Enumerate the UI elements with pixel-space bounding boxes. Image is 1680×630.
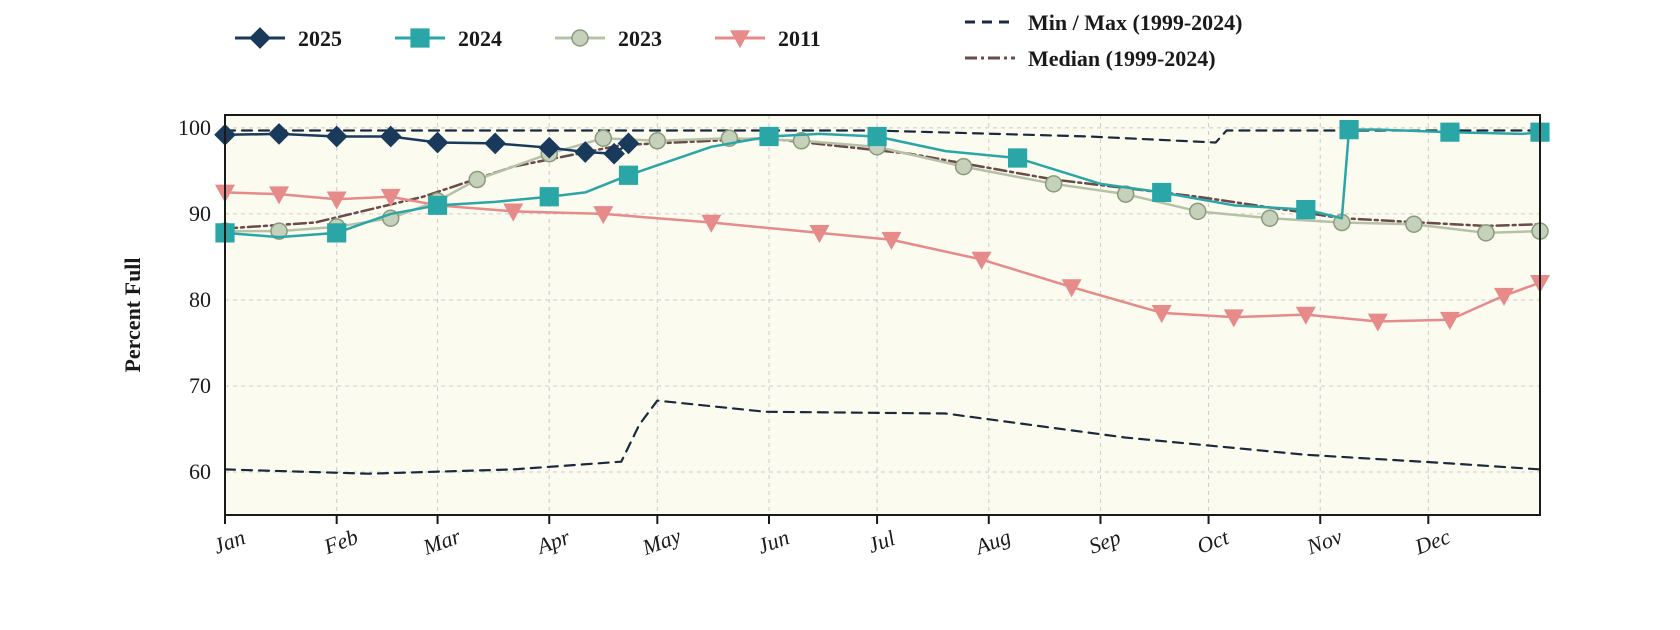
marker-s2023 [1190, 203, 1206, 219]
marker-s2024 [1009, 149, 1027, 167]
legend-label: 2025 [298, 26, 342, 51]
y-axis-label: Percent Full [120, 257, 145, 372]
legend-marker [411, 29, 429, 47]
marker-s2024 [429, 196, 447, 214]
y-tick-label: 90 [189, 201, 211, 226]
marker-s2024 [540, 188, 558, 206]
marker-s2023 [1262, 210, 1278, 226]
legend-marker [572, 30, 588, 46]
marker-s2023 [1406, 216, 1422, 232]
y-tick-label: 80 [189, 287, 211, 312]
marker-s2023 [469, 172, 485, 188]
marker-s2023 [595, 130, 611, 146]
marker-s2024 [1297, 201, 1315, 219]
marker-s2023 [1478, 225, 1494, 241]
marker-s2024 [760, 128, 778, 146]
legend-label: Min / Max (1999-2024) [1028, 10, 1242, 35]
marker-s2024 [1153, 183, 1171, 201]
chart-container: 60708090100JanFebMarAprMayJunJulAugSepOc… [0, 0, 1680, 630]
marker-s2023 [956, 159, 972, 175]
legend-label: 2024 [458, 26, 502, 51]
marker-s2023 [649, 133, 665, 149]
reservoir-percent-full-chart: 60708090100JanFebMarAprMayJunJulAugSepOc… [0, 0, 1680, 630]
marker-s2024 [1441, 123, 1459, 141]
marker-s2024 [868, 128, 886, 146]
y-tick-label: 70 [189, 373, 211, 398]
marker-s2024 [1340, 121, 1358, 139]
marker-s2024 [328, 224, 346, 242]
legend-label: 2011 [778, 26, 821, 51]
y-tick-label: 60 [189, 459, 211, 484]
marker-s2023 [1046, 176, 1062, 192]
y-tick-label: 100 [178, 115, 211, 140]
plot-bg [225, 115, 1540, 515]
legend-label: 2023 [618, 26, 662, 51]
legend-label: Median (1999-2024) [1028, 46, 1216, 71]
marker-s2024 [620, 166, 638, 184]
